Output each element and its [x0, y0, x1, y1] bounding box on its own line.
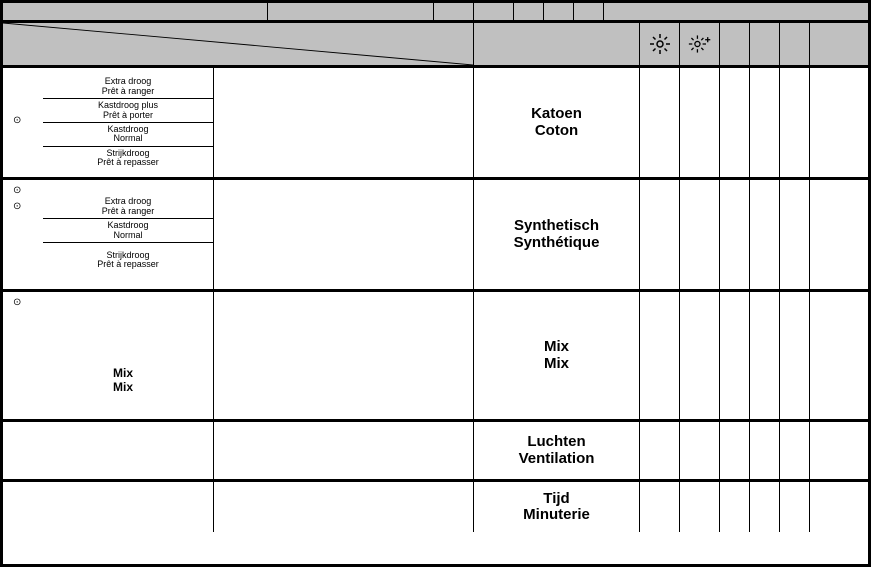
- label-fr: Normal: [43, 231, 213, 240]
- sub-extra-dry: Extra droog Prêt à ranger: [43, 195, 213, 219]
- diagonal-cell: [3, 23, 473, 65]
- sub-iron-dry: Strijkdroog Prêt à repasser: [43, 243, 213, 278]
- mix-left-b: Mix: [33, 381, 213, 394]
- row-time: Tijd Minuterie: [3, 482, 868, 532]
- sub-extra-dry: Extra droog Prêt à ranger: [43, 75, 213, 99]
- bullet-icon: ⊙: [13, 116, 21, 126]
- row-synthetic: ⊙ ⊙ Extra droog Prêt à ranger Kastdroog …: [3, 180, 868, 292]
- table-body: ⊙ Extra droog Prêt à ranger Kastdroog pl…: [3, 68, 868, 532]
- main-label-nl: Katoen: [531, 106, 582, 123]
- header-row-2: [3, 23, 868, 68]
- row-air: Luchten Ventilation: [3, 422, 868, 482]
- bullet-icon: ⊙: [13, 202, 21, 212]
- main-label-fr: Ventilation: [519, 451, 595, 468]
- program-table: ⊙ Extra droog Prêt à ranger Kastdroog pl…: [0, 0, 871, 567]
- bullet-icon: ⊙: [13, 298, 21, 308]
- main-label-b: Mix: [544, 356, 569, 373]
- label-fr: Prêt à ranger: [43, 87, 213, 96]
- main-label-nl: Synthetisch: [514, 218, 599, 235]
- label-fr: Prêt à repasser: [43, 158, 213, 167]
- label-fr: Prêt à ranger: [43, 207, 213, 216]
- sun-plus-icon: [679, 23, 719, 65]
- sub-cupboard: Kastdroog Normal: [43, 219, 213, 243]
- mix-left-a: Mix: [33, 367, 213, 380]
- header-row-1: [3, 3, 868, 23]
- main-label-fr: Synthétique: [514, 235, 600, 252]
- label-fr: Prêt à repasser: [43, 260, 213, 269]
- main-label-nl: Luchten: [527, 434, 585, 451]
- sub-iron-dry: Strijkdroog Prêt à repasser: [43, 147, 213, 170]
- main-label-fr: Coton: [535, 123, 578, 140]
- sub-cupboard: Kastdroog Normal: [43, 123, 213, 147]
- main-label-nl: Tijd: [543, 491, 569, 508]
- sub-cupboard-plus: Kastdroog plus Prêt à porter: [43, 99, 213, 123]
- main-label-a: Mix: [544, 339, 569, 356]
- bullet-icon: ⊙: [13, 186, 21, 196]
- row-cotton: ⊙ Extra droog Prêt à ranger Kastdroog pl…: [3, 68, 868, 180]
- label-fr: Normal: [43, 134, 213, 143]
- main-label-fr: Minuterie: [523, 507, 590, 524]
- row-mix: ⊙ Mix Mix Mix Mix: [3, 292, 868, 422]
- label-fr: Prêt à porter: [43, 111, 213, 120]
- sun-icon: [639, 23, 679, 65]
